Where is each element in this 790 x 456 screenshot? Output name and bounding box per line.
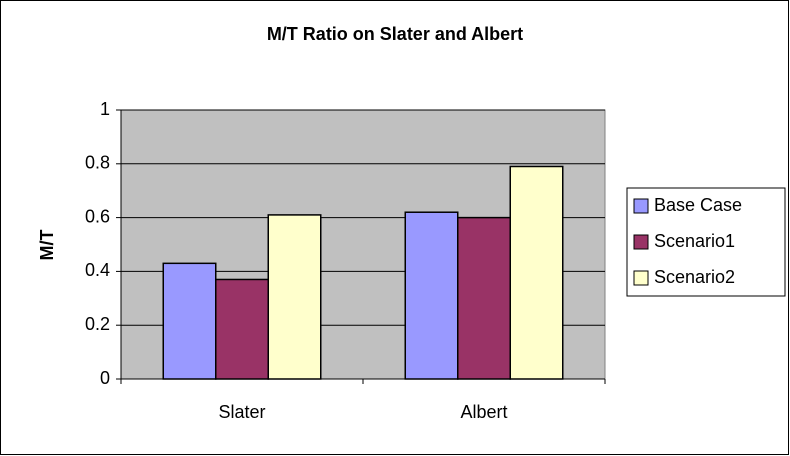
y-tick-label: 1 <box>100 99 110 119</box>
y-tick-label: 0.4 <box>85 260 110 280</box>
y-tick-label: 0 <box>100 368 110 388</box>
bar <box>162 262 217 380</box>
legend-swatch <box>633 234 649 250</box>
bar <box>457 216 511 380</box>
bar <box>404 211 459 380</box>
legend-label: Base Case <box>654 195 742 215</box>
bar <box>509 165 564 380</box>
x-tick-label: Albert <box>460 402 507 422</box>
bar <box>267 214 322 380</box>
bar <box>215 278 269 380</box>
chart-title: M/T Ratio on Slater and Albert <box>267 24 523 44</box>
y-tick-label: 0.8 <box>85 153 110 173</box>
legend-box <box>626 187 786 297</box>
y-tick-label: 0.2 <box>85 314 110 334</box>
legend-label: Scenario1 <box>654 231 735 251</box>
y-axis-label: M/T <box>37 230 57 261</box>
legend-swatch <box>633 270 649 286</box>
y-tick-label: 0.6 <box>85 206 110 226</box>
legend-label: Scenario2 <box>654 267 735 287</box>
legend-swatch <box>633 198 649 214</box>
x-tick-label: Slater <box>218 402 265 422</box>
